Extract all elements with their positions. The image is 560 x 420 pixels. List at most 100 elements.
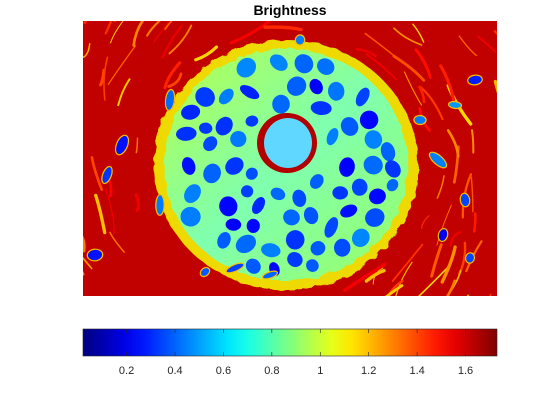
heatmap-fiber xyxy=(421,215,430,229)
heatmap-nucleus xyxy=(176,126,197,141)
heatmap-nucleus xyxy=(283,209,300,226)
heatmap-fiber xyxy=(99,68,106,87)
heatmap-nucleus xyxy=(303,207,319,225)
heatmap-fiber xyxy=(83,21,88,25)
heatmap-fiber xyxy=(385,284,404,296)
heatmap-nucleus xyxy=(195,87,215,107)
heatmap-nucleus xyxy=(287,252,303,267)
heatmap-nucleus xyxy=(380,142,396,162)
heatmap-outer-cell xyxy=(155,194,165,216)
heatmap-nucleus xyxy=(334,238,351,257)
heatmap-fiber xyxy=(403,71,423,106)
heatmap-fiber xyxy=(109,21,124,44)
heatmap-fiber xyxy=(393,27,423,46)
heatmap-fiber xyxy=(391,243,424,282)
heatmap-fiber xyxy=(83,235,86,253)
heatmap-fiber xyxy=(355,47,377,58)
heatmap-nucleus xyxy=(270,187,286,201)
heatmap-center xyxy=(264,118,312,168)
heatmap-nucleus xyxy=(236,57,257,78)
heatmap-fiber xyxy=(493,79,497,94)
heatmap-fiber xyxy=(105,188,115,235)
colorbar-tick-label: 0.6 xyxy=(216,365,231,377)
heatmap-outer-cell xyxy=(164,88,176,112)
heatmap-nucleus xyxy=(386,178,399,192)
heatmap-fiber xyxy=(90,156,104,191)
heatmap-image xyxy=(83,21,497,296)
heatmap-nucleus xyxy=(306,259,319,272)
heatmap-fiber xyxy=(167,72,183,88)
colorbar-tick-label: 0.8 xyxy=(264,365,279,377)
heatmap-nucleus xyxy=(225,157,244,175)
heatmap-fiber xyxy=(446,129,460,158)
heatmap-nucleus xyxy=(261,243,281,258)
heatmap-nucleus xyxy=(203,136,218,152)
heatmap-nucleus xyxy=(292,189,307,208)
heatmap-outer-cell xyxy=(428,151,448,169)
colorbar-tick-label: 1.4 xyxy=(409,365,424,377)
heatmap-nucleus xyxy=(269,54,288,71)
heatmap-fiber xyxy=(458,35,477,57)
colorbar-tick-label: 0.4 xyxy=(167,365,182,377)
heatmap-nucleus xyxy=(245,167,258,180)
heatmap-nucleus xyxy=(286,76,307,96)
heatmap-outer-cells xyxy=(86,34,483,280)
heatmap-fiber xyxy=(83,256,93,270)
heatmap-nucleus xyxy=(332,186,348,200)
heatmap-fiber xyxy=(263,25,303,32)
heatmap-fiber xyxy=(420,86,444,121)
heatmap-fiber xyxy=(436,204,452,246)
heatmap-outer-cell xyxy=(413,114,427,126)
heatmap-fiber xyxy=(103,56,109,101)
heatmap-nucleus xyxy=(184,184,201,204)
colorbar-tick-label: 0.2 xyxy=(119,365,134,377)
colorbar xyxy=(82,328,498,357)
heatmap-fiber xyxy=(132,21,145,47)
heatmap-nucleus xyxy=(199,122,213,134)
heatmap-nucleus xyxy=(217,231,231,249)
heatmap-nucleus xyxy=(245,258,261,274)
heatmap-fiber xyxy=(134,193,141,212)
heatmap-outer-cell xyxy=(225,262,245,274)
heatmap-nucleus xyxy=(339,157,355,177)
heatmap-fiber xyxy=(153,21,170,44)
heatmap-fiber xyxy=(470,176,474,213)
heatmap-nucleus xyxy=(235,234,256,254)
heatmap-nucleus xyxy=(310,240,326,256)
heatmap-fiber xyxy=(449,231,462,247)
heatmap-outer-cell xyxy=(467,74,483,86)
heatmap-outer-cell xyxy=(294,34,306,46)
heatmap-outer-cell xyxy=(101,165,113,185)
heatmap-nucleus xyxy=(203,163,221,184)
colorbar-tick-label: 1.2 xyxy=(361,365,376,377)
heatmap-nucleus xyxy=(310,101,332,116)
heatmap-fiber xyxy=(117,78,131,107)
heatmap-fiber xyxy=(164,21,173,30)
heatmap-outer-cell xyxy=(114,134,130,156)
heatmap-nucleus xyxy=(245,115,259,127)
heatmap-fiber xyxy=(83,270,85,276)
heatmap-fiber xyxy=(229,21,271,45)
heatmap-nucleus xyxy=(239,85,260,100)
heatmap-fiber xyxy=(104,21,113,35)
heatmap-nucleus xyxy=(355,87,370,107)
heatmap-nucleus xyxy=(363,155,383,175)
heatmap-nucleus xyxy=(225,218,242,231)
heatmap-nucleus xyxy=(364,130,383,149)
heatmap-nucleus xyxy=(218,88,234,105)
heatmap-outer-cell xyxy=(447,100,463,110)
heatmap-outer-cell xyxy=(459,192,471,208)
heatmap-outer-cell xyxy=(464,252,476,264)
heatmap-nucleus xyxy=(340,117,359,136)
heatmap-fiber xyxy=(440,245,457,284)
heatmap-nucleus xyxy=(359,110,379,130)
heatmap-nucleus xyxy=(251,197,266,214)
heatmap-nucleus xyxy=(327,81,345,101)
heatmap-fiber xyxy=(113,21,117,23)
heatmap-fiber xyxy=(439,64,456,102)
heatmap-nucleus xyxy=(181,104,201,120)
heatmap-fiber xyxy=(477,35,497,53)
heatmap-fiber xyxy=(436,175,445,199)
